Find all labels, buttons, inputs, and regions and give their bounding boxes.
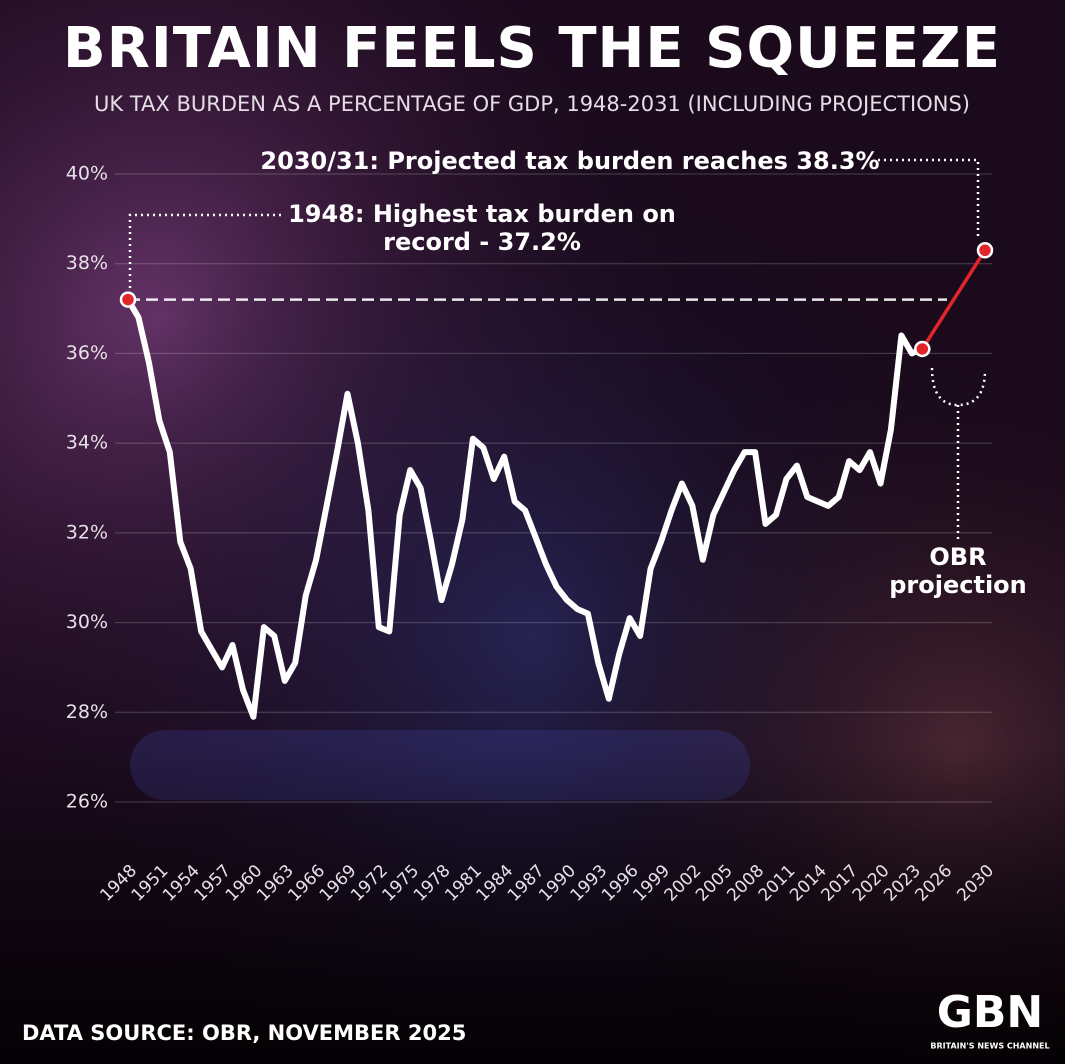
y-tick-label: 40% [66,163,108,185]
data-line [920,248,987,351]
y-tick-label: 28% [66,701,108,723]
chart-subtitle: UK TAX BURDEN AS A PERCENTAGE OF GDP, 19… [94,92,970,116]
annotation: 2030/31: Projected tax burden reaches 38… [260,147,879,175]
y-tick-label: 32% [66,521,108,543]
annotation: record - 37.2% [383,228,581,256]
logo-tagline: BRITAIN'S NEWS CHANNEL [930,1042,1049,1051]
chart-title: BRITAIN FEELS THE SQUEEZE [63,16,1001,81]
annotation-connector [930,367,987,540]
data-line [125,296,926,720]
y-tick-label: 26% [66,791,108,813]
annotation: OBR [929,543,986,571]
y-tick-label: 36% [66,342,108,364]
logo: GBN [937,987,1043,1038]
y-tick-label: 34% [66,432,108,454]
y-tick-label: 38% [66,252,108,274]
highlight-point [119,291,137,308]
highlight-point [976,242,994,259]
highlight-point [914,340,931,358]
annotation-connector [128,213,282,288]
annotation: projection [889,571,1027,599]
source: DATA SOURCE: OBR, NOVEMBER 2025 [22,1021,466,1045]
annotation: 1948: Highest tax burden on [288,200,676,228]
y-tick-label: 30% [66,611,108,633]
